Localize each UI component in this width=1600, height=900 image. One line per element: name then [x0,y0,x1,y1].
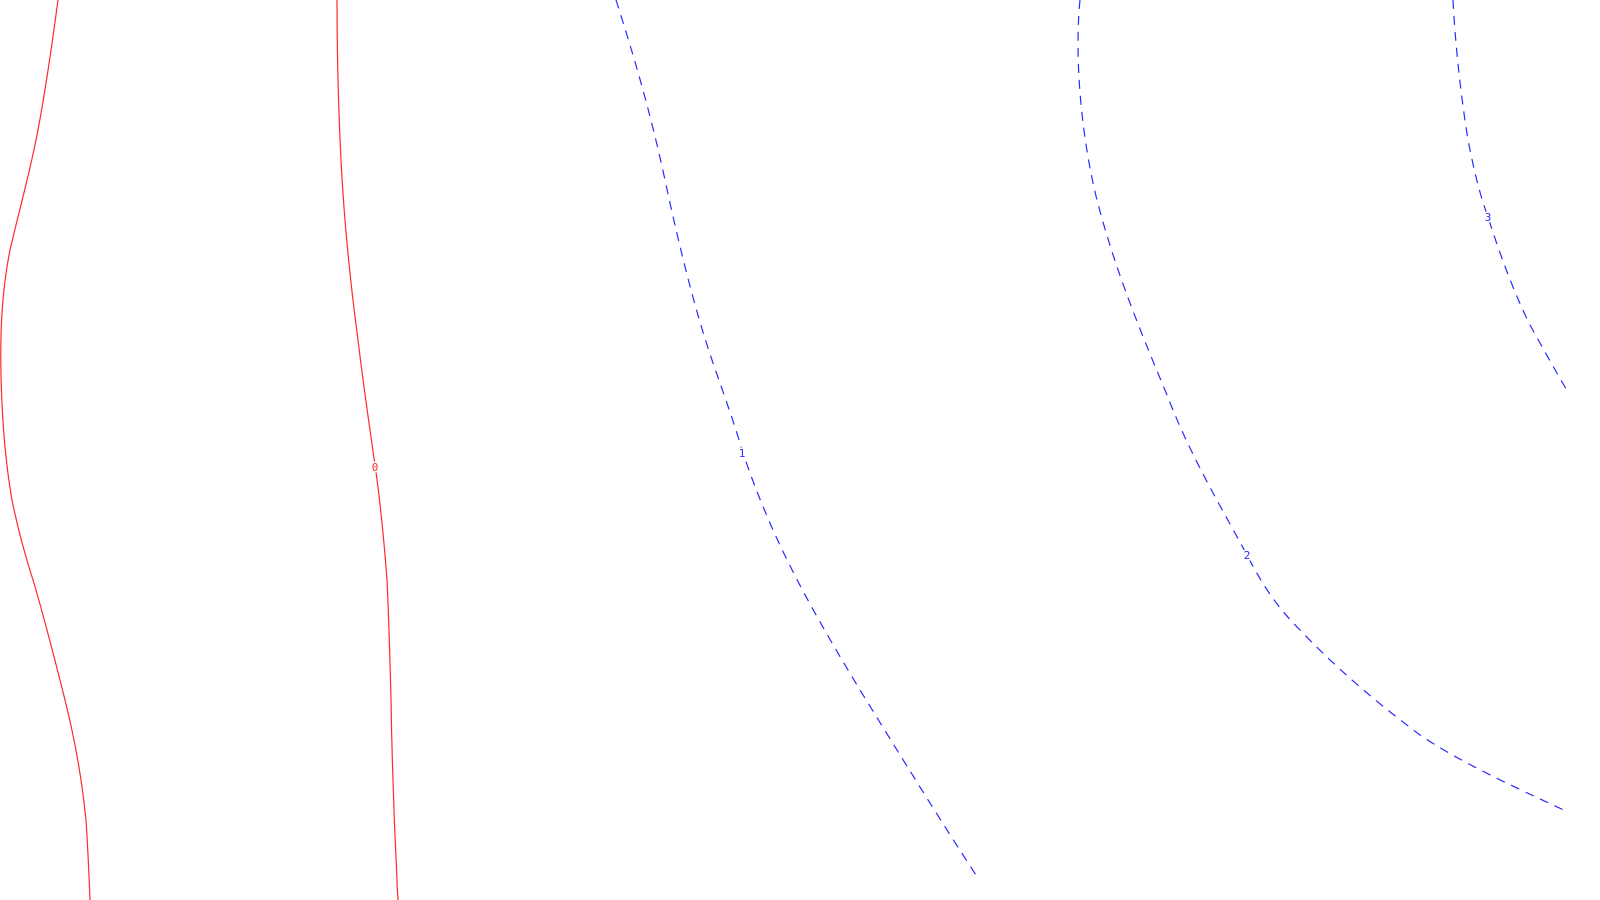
contour-line-1 [615,0,977,876]
contour-line-3 [1452,0,1569,393]
contour-line-unlabeled [0,0,91,900]
contour-label-3: 3 [1485,211,1492,224]
contour-line-2 [1077,0,1569,813]
contour-label-1: 1 [739,447,746,460]
contour-label-0: 0 [372,461,379,474]
contour-label-2: 2 [1244,549,1251,562]
contour-line-0 [336,0,399,900]
